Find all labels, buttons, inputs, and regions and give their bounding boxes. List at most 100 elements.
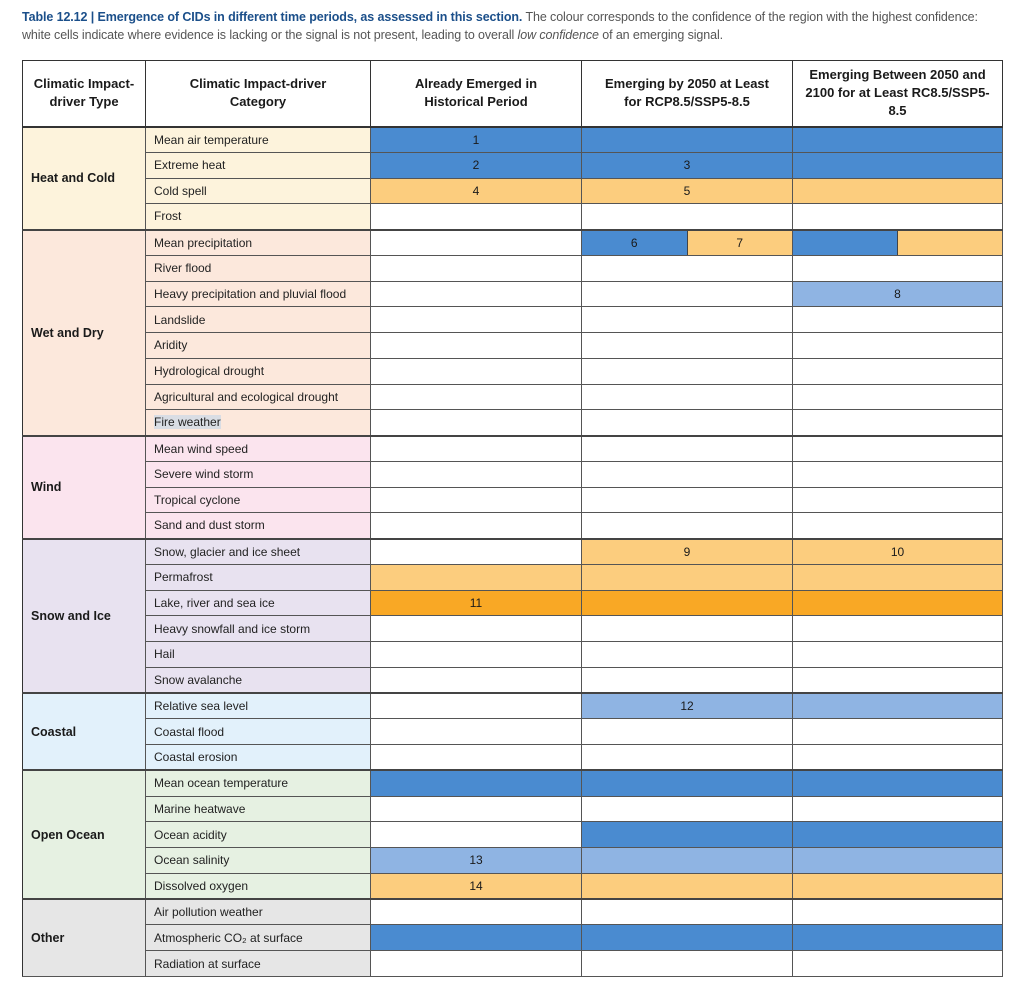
split-part: 7 bbox=[687, 230, 792, 255]
cell-e2100 bbox=[792, 847, 1003, 874]
table-row: Frost bbox=[23, 203, 1003, 230]
cell-e2100 bbox=[792, 563, 1003, 591]
cid-category-cell: Relative sea level bbox=[145, 692, 371, 720]
cell-e2100 bbox=[792, 306, 1003, 333]
header-type: Climatic Impact-driver Type bbox=[22, 60, 146, 128]
cid-category-label: Heavy snowfall and ice storm bbox=[154, 621, 311, 636]
cid-category-cell: Dissolved oxygen bbox=[145, 872, 371, 900]
cell-e2100 bbox=[792, 924, 1003, 951]
cell-e2050: 12 bbox=[581, 692, 793, 720]
cell-e2050 bbox=[581, 718, 793, 745]
cid-category-cell: River flood bbox=[145, 254, 371, 282]
cid-category-cell: Radiation at surface bbox=[145, 950, 371, 977]
cell-e2100 bbox=[792, 228, 1003, 256]
cid-category-label: Lake, river and sea ice bbox=[154, 595, 275, 610]
table-row: Dissolved oxygen 14 bbox=[23, 872, 1003, 900]
cell-e2100 bbox=[792, 615, 1003, 642]
table-row: Ocean acidity bbox=[23, 821, 1003, 848]
cid-category-label: Hydrological drought bbox=[154, 364, 265, 379]
cid-category-label: Air pollution weather bbox=[154, 905, 263, 920]
cell-e2100 bbox=[792, 203, 1003, 230]
cid-category-label: River flood bbox=[154, 261, 212, 276]
cell-e2100 bbox=[792, 872, 1003, 900]
table-row: Agricultural and ecological drought bbox=[23, 383, 1003, 411]
cid-category-label: Ocean acidity bbox=[154, 827, 227, 842]
cid-category-cell: Cold spell bbox=[145, 177, 371, 205]
cell-hist bbox=[370, 950, 582, 977]
table-row: Tropical cyclone bbox=[23, 486, 1003, 514]
cell-e2100 bbox=[792, 332, 1003, 359]
cid-category-label: Atmospheric CO₂ at surface bbox=[154, 930, 303, 945]
cell-e2100: 8 bbox=[792, 280, 1003, 308]
cid-category-label: Dissolved oxygen bbox=[154, 878, 249, 893]
cell-hist bbox=[370, 486, 582, 514]
cid-type-cell: Heat and Cold bbox=[22, 126, 146, 230]
cid-category-label: Sand and dust storm bbox=[154, 518, 265, 533]
cell-e2100 bbox=[792, 769, 1003, 797]
cell-e2050 bbox=[581, 641, 793, 668]
cell-e2050: 3 bbox=[581, 151, 793, 179]
cell-e2100 bbox=[792, 718, 1003, 745]
cell-e2100 bbox=[792, 950, 1003, 977]
cell-hist bbox=[370, 537, 582, 565]
cid-category-label: Coastal erosion bbox=[154, 750, 238, 765]
header-2050-2100: Emerging Between 2050 and 2100 for at Le… bbox=[792, 60, 1003, 128]
cid-category-cell: Mean precipitation bbox=[145, 228, 371, 256]
cid-category-label: Snow avalanche bbox=[154, 672, 243, 687]
cell-e2050 bbox=[581, 409, 793, 436]
table-row: Permafrost bbox=[23, 563, 1003, 591]
caption-emphasis: low confidence bbox=[517, 28, 599, 42]
cell-hist bbox=[370, 512, 582, 539]
table-row: Wet and Dry Mean precipitation 6 7 bbox=[22, 228, 1003, 436]
cid-category-label: Fire weather bbox=[154, 415, 221, 430]
table-row: Landslide bbox=[23, 306, 1003, 333]
table-row: Radiation at surface bbox=[23, 950, 1003, 977]
cell-e2100 bbox=[792, 589, 1003, 617]
cell-hist bbox=[370, 254, 582, 282]
cell-hist bbox=[370, 718, 582, 745]
cell-e2050 bbox=[581, 950, 793, 977]
cid-category-label: Cold spell bbox=[154, 183, 207, 198]
caption-text-b: of an emerging signal. bbox=[598, 28, 724, 42]
header-row: Climatic Impact-driver Type Climatic Imp… bbox=[22, 60, 1003, 128]
cell-note-number: 12 bbox=[680, 699, 694, 714]
cid-category-cell: Extreme heat bbox=[145, 151, 371, 179]
cell-e2100 bbox=[792, 357, 1003, 385]
cell-hist bbox=[370, 692, 582, 720]
cid-category-label: Extreme heat bbox=[154, 158, 226, 173]
cell-hist bbox=[370, 357, 582, 385]
cell-e2050 bbox=[581, 126, 793, 153]
cell-e2100: 10 bbox=[792, 537, 1003, 565]
cell-e2100 bbox=[792, 460, 1003, 488]
cell-hist bbox=[370, 228, 582, 256]
table-row: River flood bbox=[23, 254, 1003, 282]
cell-hist bbox=[370, 666, 582, 694]
cell-hist: 1 bbox=[370, 126, 582, 153]
cid-category-label: Heavy precipitation and pluvial flood bbox=[154, 286, 347, 301]
cell-e2100 bbox=[792, 898, 1003, 926]
cell-note-number: 1 bbox=[472, 132, 480, 147]
cid-category-cell: Mean ocean temperature bbox=[145, 769, 371, 797]
cell-note-number: 11 bbox=[469, 595, 483, 610]
cell-note-number: 10 bbox=[890, 544, 905, 559]
cell-e2050 bbox=[581, 563, 793, 591]
cell-e2050 bbox=[581, 666, 793, 694]
cell-e2050 bbox=[581, 203, 793, 230]
cid-category-label: Agricultural and ecological drought bbox=[154, 389, 339, 404]
cell-e2050 bbox=[581, 847, 793, 874]
cell-note-number: 8 bbox=[894, 286, 901, 301]
table-row: Heavy snowfall and ice storm bbox=[23, 615, 1003, 642]
table-row: Extreme heat 2 3 bbox=[23, 151, 1003, 179]
cid-category-cell: Ocean salinity bbox=[145, 847, 371, 874]
cid-category-cell: Hydrological drought bbox=[145, 357, 371, 385]
cid-category-label: Marine heatwave bbox=[154, 801, 246, 816]
cell-hist bbox=[370, 280, 582, 308]
cid-category-label: Landslide bbox=[154, 312, 206, 327]
cell-e2100 bbox=[792, 151, 1003, 179]
table-row: Cold spell 4 5 bbox=[23, 177, 1003, 205]
cid-category-cell: Frost bbox=[145, 203, 371, 230]
table-row: Atmospheric CO₂ at surface bbox=[23, 924, 1003, 951]
cell-hist bbox=[370, 383, 582, 411]
cid-category-cell: Aridity bbox=[145, 332, 371, 359]
cell-e2050 bbox=[581, 254, 793, 282]
